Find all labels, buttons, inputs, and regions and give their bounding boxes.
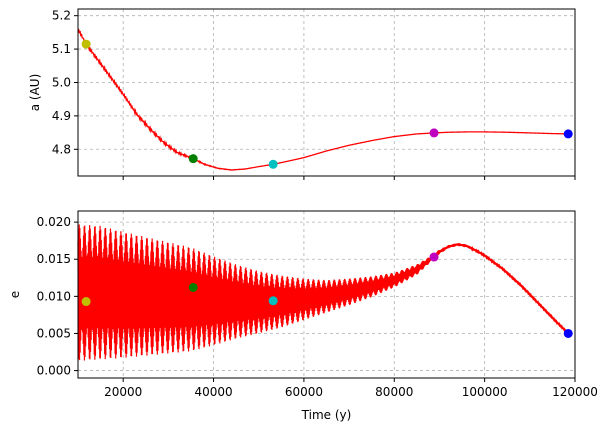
series (77, 224, 569, 361)
axes-frame (77, 210, 576, 379)
y-tick-label: 0.010 (37, 289, 71, 303)
data-marker (429, 128, 439, 138)
y-axis-label: a (AU) (28, 74, 42, 112)
x-tick-label: 40000 (194, 385, 232, 399)
data-marker (188, 154, 198, 164)
x-tick-label: 20000 (104, 385, 142, 399)
y-tick-label: 0.000 (37, 364, 71, 378)
grid (78, 9, 576, 176)
y-tick-label: 4.9 (52, 109, 71, 123)
y-tick-label: 0.005 (37, 326, 71, 340)
data-marker (81, 297, 91, 307)
y-tick-label: 0.015 (37, 252, 71, 266)
series-mean-line (78, 243, 569, 335)
y-axis-label: e (8, 291, 22, 298)
panel-semimajor-axis: 4.8 4.9 5.0 5.1 5.2 a (AU) (28, 8, 576, 180)
markers (81, 39, 573, 169)
y-tick-label: 5.2 (52, 9, 71, 23)
series-line (77, 28, 569, 171)
y-tick-label: 5.0 (52, 75, 71, 89)
data-marker (188, 282, 198, 292)
x-tick-label: 80000 (375, 385, 413, 399)
ticks: 4.8 4.9 5.0 5.1 5.2 (52, 9, 576, 180)
data-marker (429, 252, 439, 262)
x-axis-label: Time (y) (301, 408, 352, 422)
axes-frame (77, 8, 576, 177)
y-tick-label: 5.1 (52, 42, 71, 56)
y-tick-label: 0.020 (37, 215, 71, 229)
ticks: 20000 40000 60000 80000 100000 120000 0.000 0.0… (37, 215, 598, 399)
y-tick-label: 4.8 (52, 142, 71, 156)
data-marker (563, 328, 573, 338)
data-marker (268, 296, 278, 306)
series (77, 28, 569, 171)
series-line (77, 224, 569, 361)
x-tick-label: 100000 (462, 385, 508, 399)
markers (81, 252, 573, 338)
panel-eccentricity: 20000 40000 60000 80000 100000 120000 0.000 0.0… (8, 210, 598, 422)
data-marker (81, 39, 91, 49)
data-marker (268, 159, 278, 169)
x-tick-label: 120000 (552, 385, 598, 399)
data-marker (563, 129, 573, 139)
x-tick-label: 60000 (285, 385, 323, 399)
